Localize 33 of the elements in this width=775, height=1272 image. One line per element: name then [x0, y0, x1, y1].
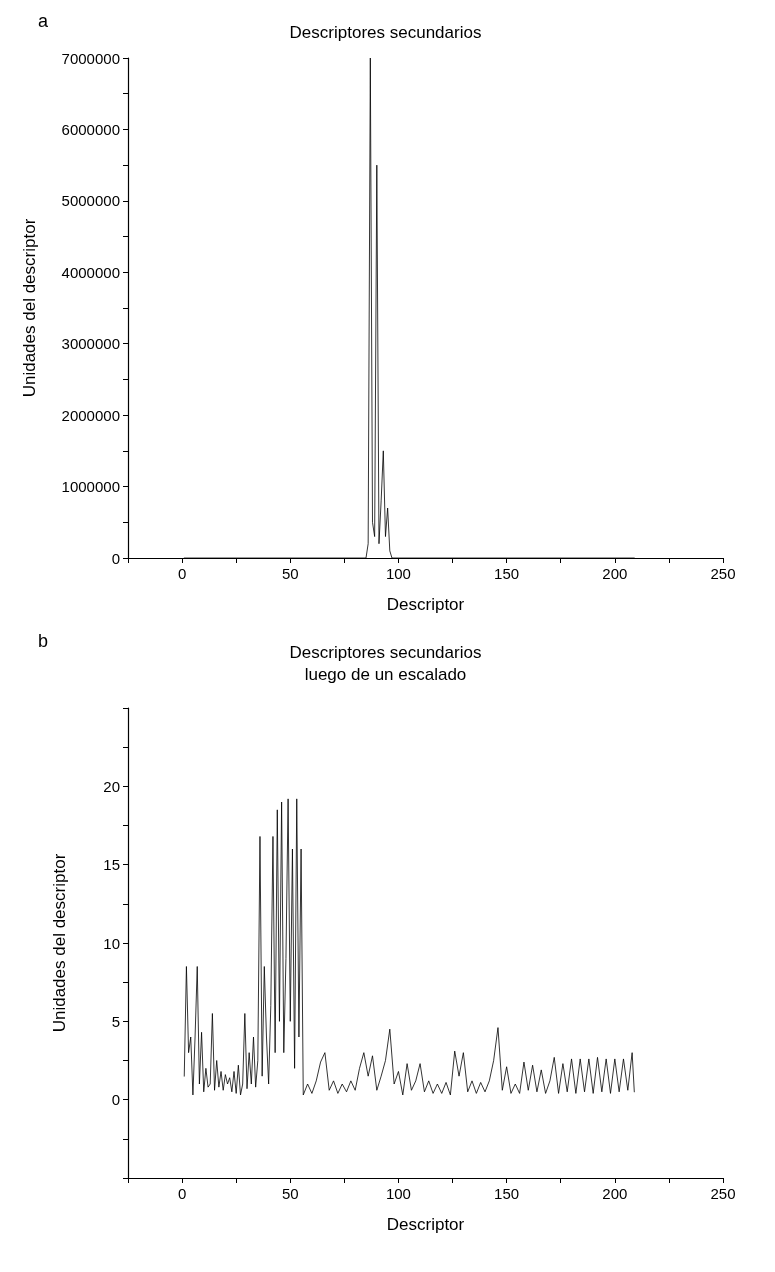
y-tick-label: 3000000 [61, 335, 120, 353]
x-tick-label: 200 [602, 565, 628, 582]
x-tick-label: 50 [281, 565, 299, 582]
y-tick-label: 4000000 [61, 263, 120, 281]
chart-title: Descriptores secundarios [289, 22, 482, 42]
y-tick-label: 6000000 [61, 120, 120, 138]
text: b [38, 631, 49, 651]
x-tick-label: 150 [494, 1185, 520, 1202]
x-axis-title: Descriptor [386, 595, 465, 614]
y-tick-label: 7000000 [61, 49, 120, 67]
x-tick-label: 200 [602, 1185, 628, 1202]
x-tick-label: 250 [710, 1185, 736, 1202]
x-tick-label: 250 [710, 565, 736, 582]
text: a [38, 11, 49, 31]
y-tick-label: 0 [111, 1091, 120, 1109]
y-tick-label: 10 [103, 934, 120, 952]
x-tick-label: 0 [177, 565, 187, 582]
y-tick-label: 2000000 [61, 406, 120, 424]
y-tick-label: 15 [103, 856, 120, 874]
x-tick-label: 0 [177, 1185, 187, 1202]
y-tick-label: 1000000 [61, 478, 120, 496]
y-axis-title: Unidades del descriptor [50, 853, 69, 1033]
y-tick-label: 5 [111, 1012, 120, 1030]
y-tick-label: 20 [103, 777, 120, 795]
x-axis-title: Descriptor [386, 1215, 465, 1234]
x-tick-label: 50 [281, 1185, 299, 1202]
y-axis-title: Unidades del descriptor [20, 218, 39, 398]
y-tick-label: 5000000 [61, 192, 120, 210]
y-tick-label: 0 [111, 549, 120, 567]
chart-title: Descriptores secundarios luego de un escalado [289, 642, 482, 684]
x-tick-label: 150 [494, 565, 520, 582]
x-tick-label: 100 [385, 565, 411, 582]
x-tick-label: 100 [385, 1185, 411, 1202]
